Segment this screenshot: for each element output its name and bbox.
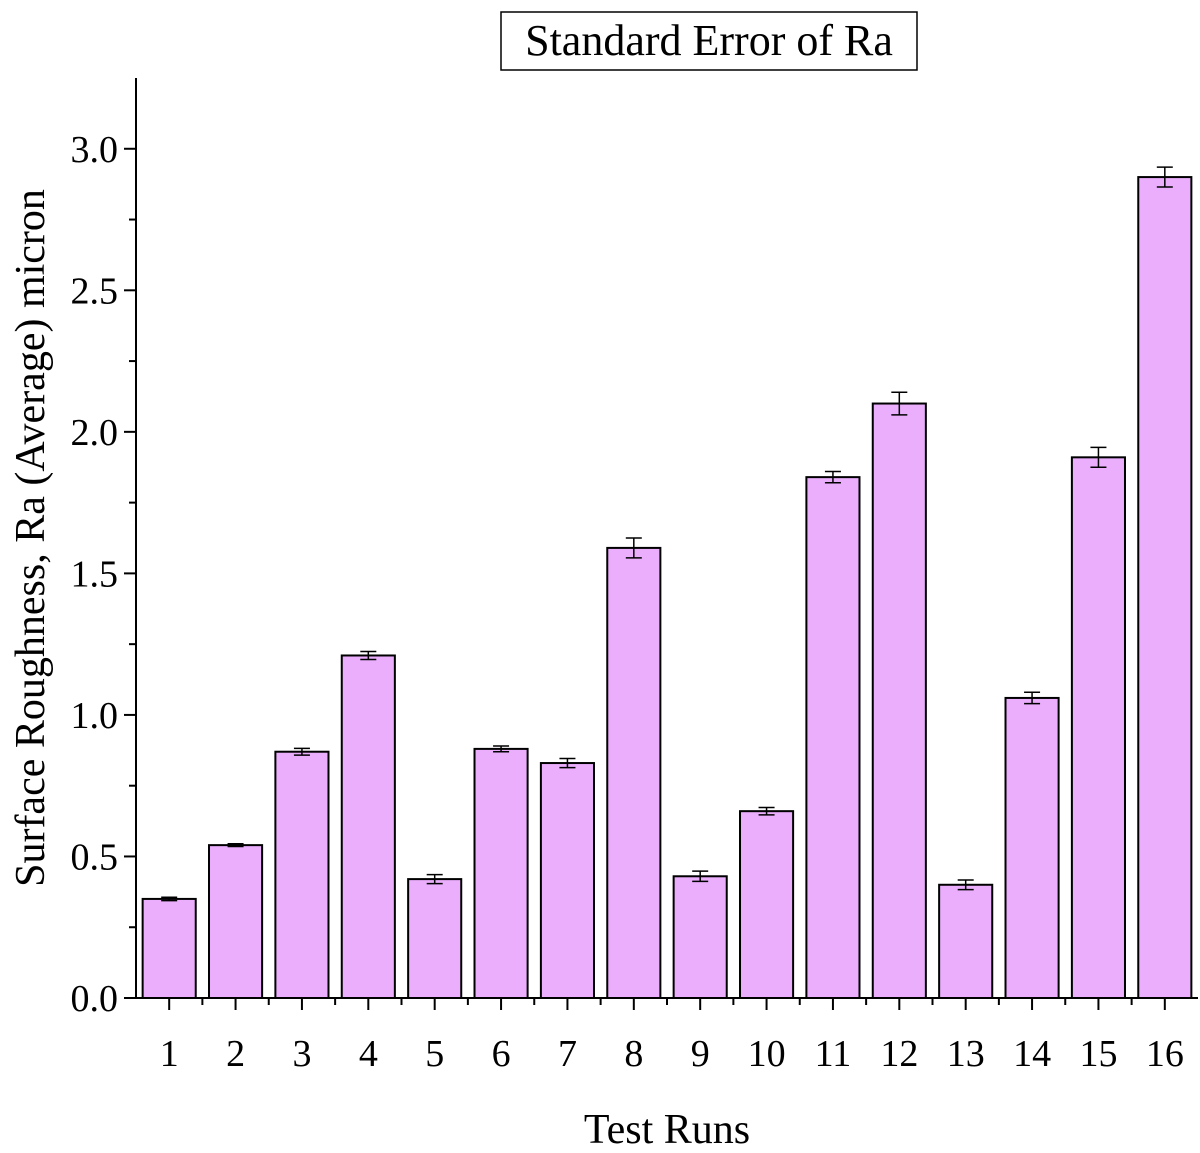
bar-run-5 <box>407 878 463 999</box>
bar-run-4 <box>340 654 396 999</box>
y-tick-label: 1.0 <box>71 695 119 737</box>
x-tick-label: 7 <box>558 1033 577 1075</box>
error-bar-run-15 <box>1090 446 1107 468</box>
bar-run-9 <box>672 875 728 999</box>
bar-run-16 <box>1137 176 1193 1000</box>
x-tick-label: 11 <box>815 1033 852 1075</box>
y-axis-ticks: 0.0 0.5 1.0 1.5 2.0 2.5 3.0 <box>71 129 136 1020</box>
y-tick-label: 1.5 <box>71 553 119 595</box>
x-tick-label: 6 <box>492 1033 511 1075</box>
bar-run-12 <box>871 402 927 999</box>
error-bar-run-2 <box>227 842 244 848</box>
error-bar-run-6 <box>493 745 510 753</box>
bars-group <box>141 176 1193 1000</box>
error-bar-run-3 <box>293 747 310 756</box>
bar-run-15 <box>1070 456 1126 1000</box>
x-tick-label: 4 <box>359 1033 378 1075</box>
error-bar-run-14 <box>1024 691 1041 705</box>
bar-run-7 <box>539 762 595 999</box>
x-tick-label: 2 <box>226 1033 245 1075</box>
error-bar-run-5 <box>426 873 443 885</box>
error-bar-run-12 <box>891 391 908 416</box>
error-bar-run-4 <box>360 650 377 661</box>
error-bar-run-1 <box>161 896 178 902</box>
y-axis-title: Surface Roughness, Ra (Average) micron <box>8 189 54 887</box>
x-tick-label: 14 <box>1013 1033 1051 1075</box>
x-tick-label: 8 <box>624 1033 643 1075</box>
y-tick-label: 0.5 <box>71 836 119 878</box>
bar-run-6 <box>473 747 529 1000</box>
error-bar-run-11 <box>824 470 841 484</box>
bar-run-10 <box>739 810 795 1000</box>
x-tick-label: 10 <box>748 1033 786 1075</box>
bar-run-3 <box>274 750 330 999</box>
y-tick-label: 0.0 <box>71 978 119 1020</box>
y-tick-label: 3.0 <box>71 129 119 171</box>
error-bar-run-8 <box>625 537 642 559</box>
y-tick-label: 2.0 <box>71 412 119 454</box>
error-bar-run-7 <box>559 757 576 769</box>
error-bar-run-13 <box>957 879 974 891</box>
chart-title-group: Standard Error of Ra <box>500 11 918 71</box>
bar-run-8 <box>606 546 662 1000</box>
bar-run-1 <box>141 897 197 1000</box>
error-bars-group <box>161 166 1173 902</box>
error-bar-run-16 <box>1156 166 1173 188</box>
bar-run-2 <box>208 844 264 1000</box>
y-tick-label: 2.5 <box>71 270 119 312</box>
x-tick-label: 15 <box>1079 1033 1117 1075</box>
x-tick-label: 12 <box>880 1033 918 1075</box>
chart-title: Standard Error of Ra <box>525 16 893 65</box>
x-tick-label: 5 <box>425 1033 444 1075</box>
x-tick-label: 16 <box>1146 1033 1184 1075</box>
x-tick-label: 1 <box>160 1033 179 1075</box>
bar-run-11 <box>805 476 861 999</box>
bar-run-13 <box>938 883 994 999</box>
bar-run-14 <box>1004 696 1060 999</box>
chart-title-box <box>500 11 918 71</box>
x-tick-label: 3 <box>292 1033 311 1075</box>
error-bar-run-9 <box>692 870 709 883</box>
x-axis-ticks: 1 2 3 4 5 6 7 8 9 10 11 12 13 14 15 16 <box>160 998 1184 1075</box>
error-bar-run-10 <box>758 806 775 816</box>
x-axis-title: Test Runs <box>584 1107 750 1148</box>
x-tick-label: 13 <box>947 1033 985 1075</box>
x-tick-label: 9 <box>691 1033 710 1075</box>
